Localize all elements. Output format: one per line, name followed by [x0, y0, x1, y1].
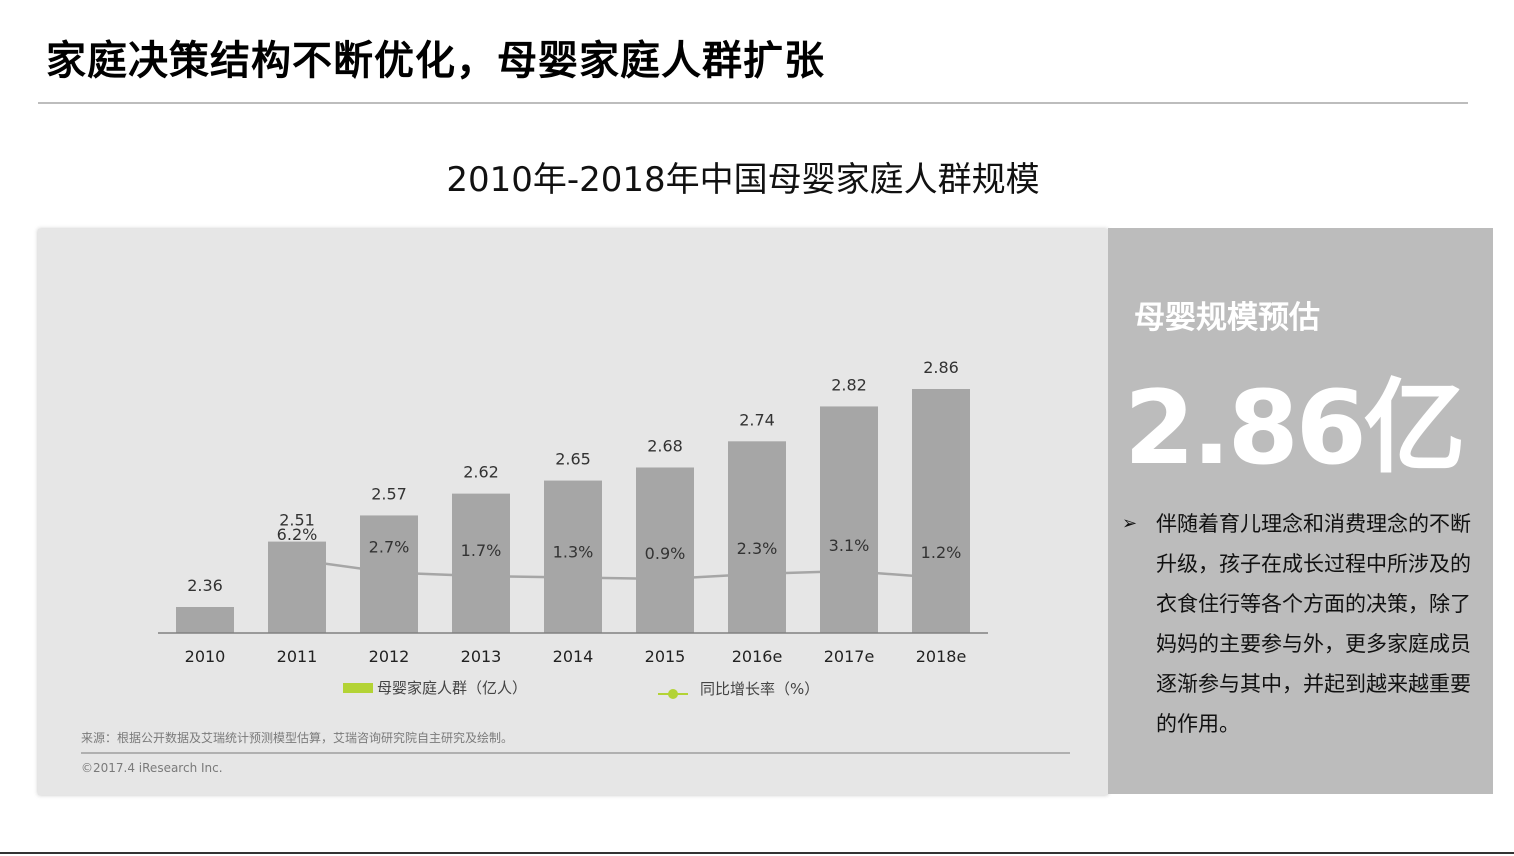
- growth-point: [475, 570, 487, 582]
- growth-point: [567, 572, 579, 584]
- growth-value-label: 3.1%: [829, 536, 870, 555]
- page-title: 家庭决策结构不断优化，母婴家庭人群扩张: [46, 37, 825, 84]
- bar-value-label: 2.74: [739, 410, 775, 429]
- legend-bar-label: 母婴家庭人群（亿人）: [377, 679, 527, 697]
- growth-point: [383, 566, 395, 578]
- x-tick-label: 2017e: [824, 647, 875, 666]
- x-tick-label: 2011: [277, 647, 318, 666]
- bar-value-labels: 2.36 2.51 2.57 2.62 2.65 2.68 2.74 2.82 2.86: [187, 358, 959, 595]
- x-tick-label: 2018e: [916, 647, 967, 666]
- bar: [636, 467, 694, 633]
- arrow-bullet-icon: ➢: [1122, 513, 1138, 534]
- chart-title: 2010年-2018年中国母婴家庭人群规模: [446, 160, 1040, 200]
- x-tick-label: 2014: [553, 647, 594, 666]
- growth-point: [843, 565, 855, 577]
- x-tick-label: 2012: [369, 647, 410, 666]
- source-note: 来源：根据公开数据及艾瑞统计预测模型估算，艾瑞咨询研究院自主研究及绘制。: [81, 730, 513, 745]
- legend: 母婴家庭人群（亿人） 同比增长率（%）: [343, 679, 819, 699]
- growth-point: [291, 554, 303, 566]
- bar-value-label: 2.36: [187, 576, 223, 595]
- bar-series: [176, 389, 970, 633]
- growth-value-label: 0.9%: [645, 544, 686, 563]
- side-big-value: 2.86亿: [1124, 369, 1466, 488]
- bar: [912, 389, 970, 633]
- growth-point: [751, 568, 763, 580]
- bar: [544, 480, 602, 633]
- side-heading: 母婴规模预估: [1134, 300, 1320, 336]
- title-divider: [38, 102, 1468, 104]
- growth-point: [935, 572, 947, 584]
- growth-value-label: 1.2%: [921, 543, 962, 562]
- bar: [728, 441, 786, 633]
- bar-value-label: 2.62: [463, 463, 499, 482]
- legend-bar-swatch: [343, 683, 373, 693]
- x-tick-label: 2013: [461, 647, 502, 666]
- bar-value-label: 2.86: [923, 358, 959, 377]
- side-bullet-text: 伴随着育儿理念和消费理念的不断升级，孩子在成长过程中所涉及的衣食住行等各个方面的…: [1156, 512, 1471, 736]
- growth-line: [296, 558, 942, 581]
- bar: [176, 607, 234, 633]
- copyright: ©2017.4 iResearch Inc.: [81, 761, 223, 775]
- bar-value-label: 2.57: [371, 484, 407, 503]
- bar: [452, 493, 510, 633]
- growth-value-label: 1.7%: [461, 541, 502, 560]
- bar-value-label: 2.68: [647, 436, 683, 455]
- growth-point: [659, 573, 671, 585]
- growth-line-series: 6.2% 2.7% 1.7% 1.3% 0.9% 2.3% 3.1% 1.2%: [277, 525, 962, 585]
- side-panel: 母婴规模预估 2.86亿 ➢ 伴随着育儿理念和消费理念的不断升级，孩子在成长过程…: [1108, 228, 1493, 794]
- chart-svg: 2.36 2.51 2.57 2.62 2.65 2.68 2.74 2.82 2.86 6.2…: [81, 358, 1070, 775]
- bar-value-label: 2.65: [555, 450, 591, 469]
- growth-value-label: 2.7%: [369, 537, 410, 556]
- growth-value-label: 6.2%: [277, 525, 318, 544]
- bar-value-label: 2.82: [831, 375, 867, 394]
- bottom-divider: [0, 852, 1514, 854]
- legend-line-label: 同比增长率（%）: [700, 680, 819, 698]
- growth-value-label: 1.3%: [553, 543, 594, 562]
- x-axis-tick-labels: 2010 2011 2012 2013 2014 2015 2016e 2017e 2018e: [185, 647, 967, 666]
- legend-line-marker: [668, 689, 678, 699]
- growth-value-label: 2.3%: [737, 539, 778, 558]
- x-tick-label: 2016e: [732, 647, 783, 666]
- chart-panel: 2.36 2.51 2.57 2.62 2.65 2.68 2.74 2.82 2.86 6.2…: [38, 229, 1108, 795]
- side-bullet: ➢ 伴随着育儿理念和消费理念的不断升级，孩子在成长过程中所涉及的衣食住行等各个方…: [1122, 504, 1477, 744]
- bar-value-label: 2.51: [279, 511, 315, 530]
- x-tick-label: 2015: [645, 647, 686, 666]
- x-tick-label: 2010: [185, 647, 226, 666]
- bar: [820, 406, 878, 633]
